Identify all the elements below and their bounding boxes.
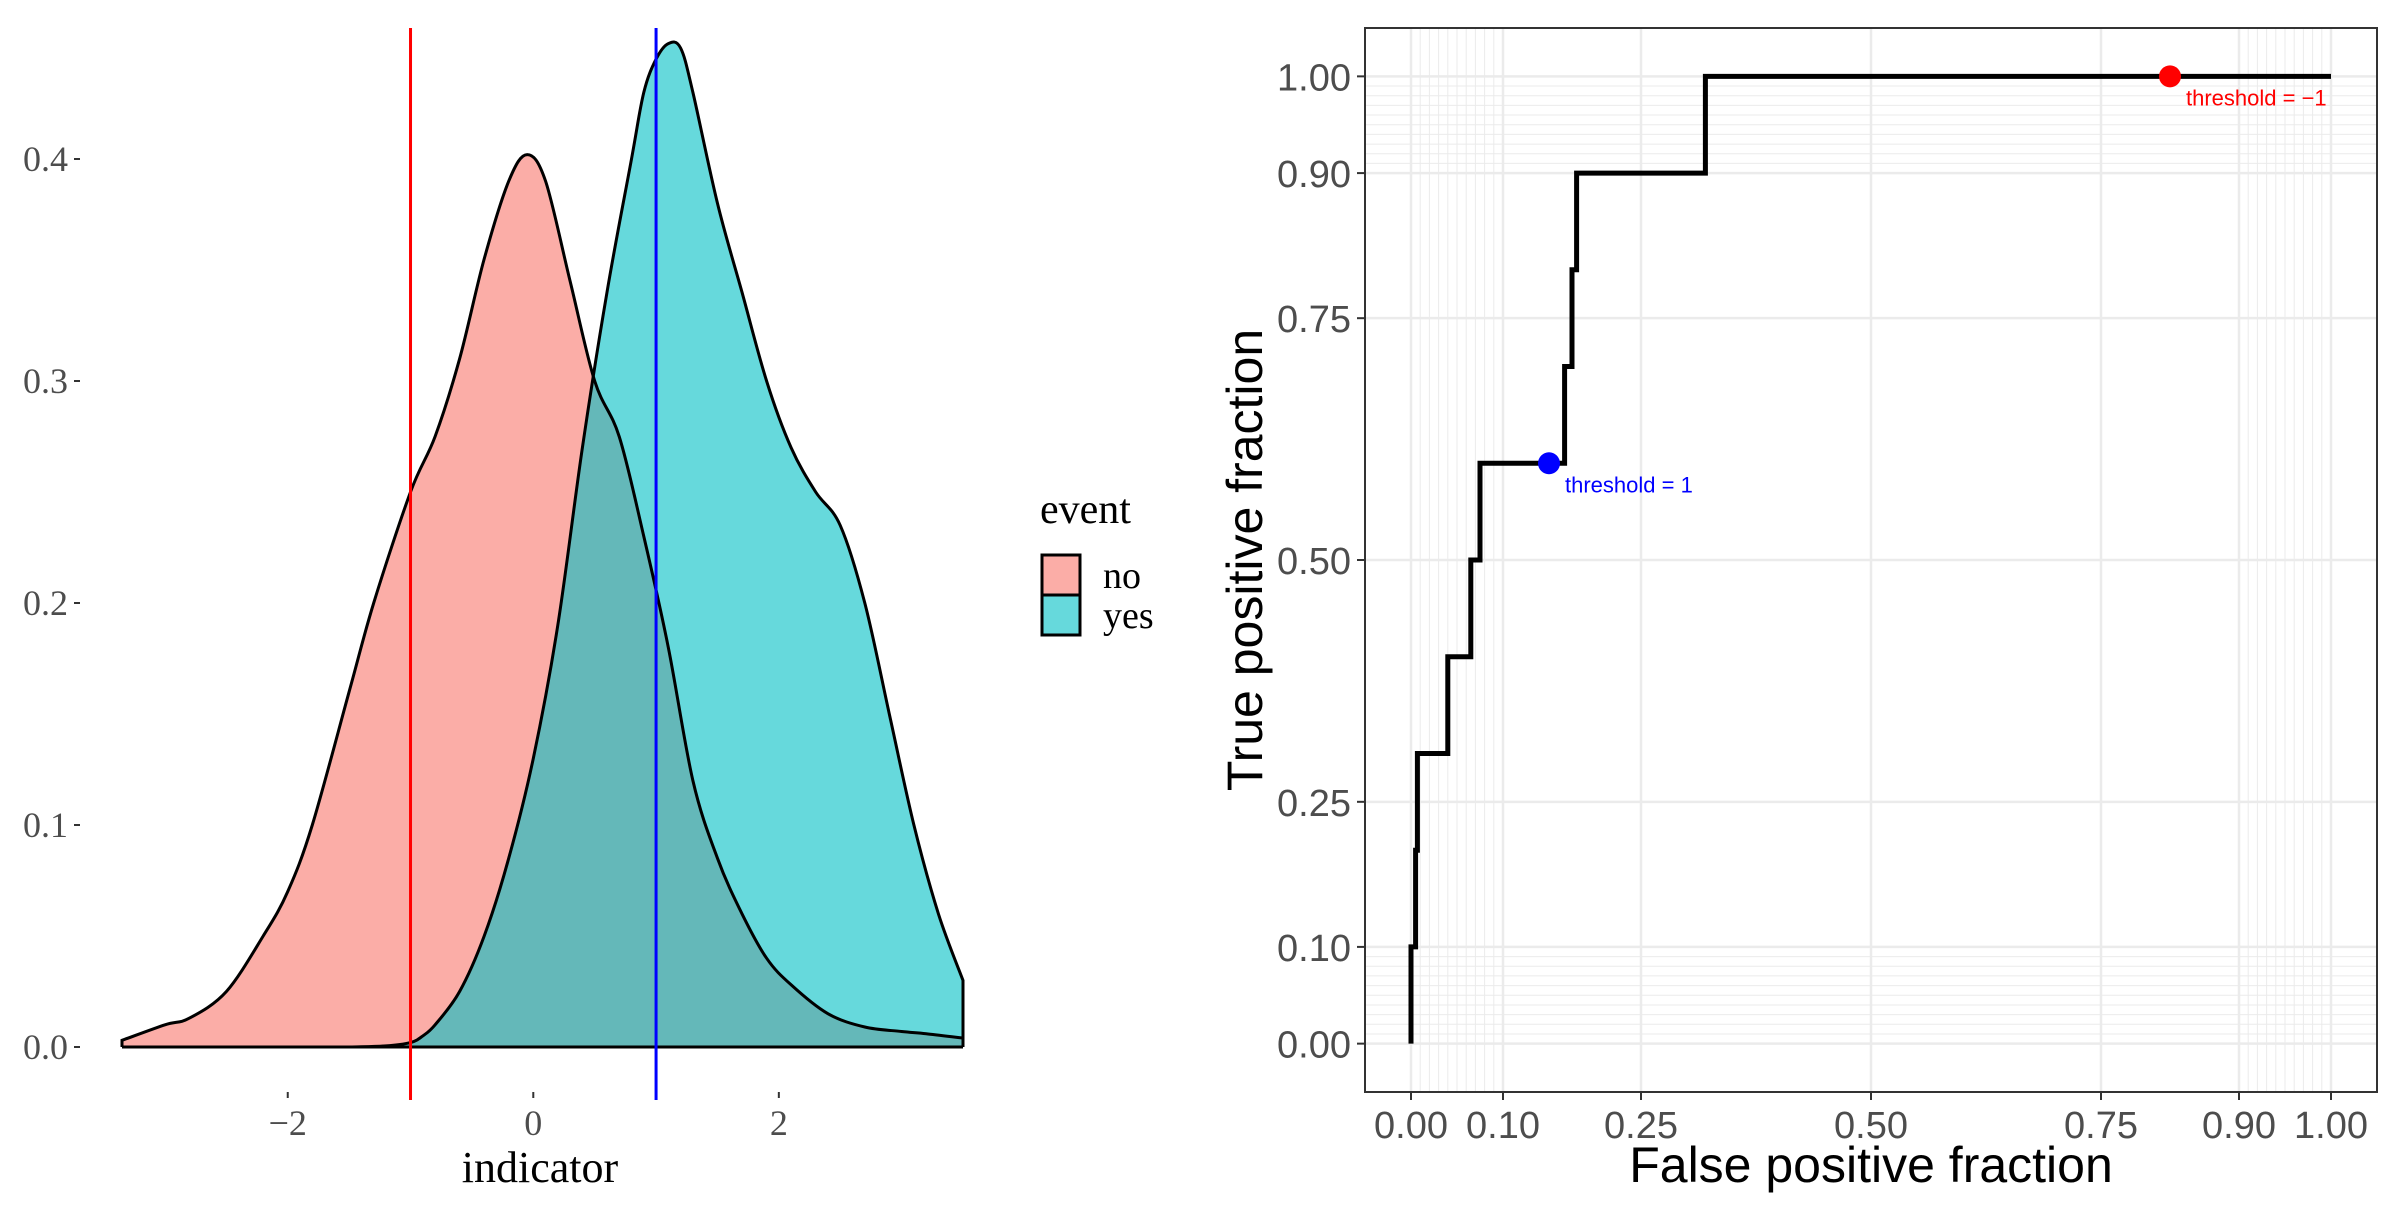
roc-y-tick-label: 0.25 — [1277, 783, 1351, 825]
roc-x-axis-label: False positive fraction — [1629, 1137, 2113, 1193]
roc-chart: 0.00 0.10 0.25 0.50 0.75 0.90 1.00 0.00 0.10 0.2… — [1217, 27, 2378, 1193]
roc-y-tick-label: 0.50 — [1277, 541, 1351, 583]
roc-curve — [1408, 73, 2331, 1044]
legend-swatch-no — [1040, 553, 1082, 597]
roc-x-axis: 0.00 0.10 0.25 0.50 0.75 0.90 1.00 — [1374, 1092, 2368, 1147]
density-y-tick-label: 0.1 — [23, 805, 68, 845]
density-x-axis-label: indicator — [462, 1143, 619, 1192]
threshold-point-red — [2159, 65, 2181, 88]
roc-x-tick-label: 1.00 — [2294, 1105, 2368, 1147]
density-outline-no — [120, 153, 965, 1047]
roc-x-tick-label: 0.75 — [2064, 1105, 2138, 1147]
density-chart: 0.0 0.1 0.2 0.3 0.4 −2 0 2 indicator — [23, 28, 965, 1192]
legend-swatch-yes — [1040, 593, 1082, 637]
density-y-tick-label: 0.2 — [23, 583, 68, 623]
density-outline-yes — [349, 40, 965, 1049]
roc-y-tick-label: 0.00 — [1277, 1025, 1351, 1067]
density-y-tick-label: 0.3 — [23, 361, 68, 401]
roc-x-tick-label: 0.00 — [1374, 1105, 1448, 1147]
legend-label-no: no — [1103, 555, 1141, 597]
threshold-point-blue — [1538, 452, 1560, 475]
roc-y-tick-label: 0.75 — [1277, 299, 1351, 341]
roc-y-axis: 0.00 0.10 0.25 0.50 0.75 0.90 1.00 — [1277, 57, 1365, 1067]
density-areas — [120, 40, 965, 1049]
roc-x-tick-label: 0.10 — [1466, 1105, 1540, 1147]
roc-x-tick-label: 0.50 — [1834, 1105, 1908, 1147]
roc-threshold-points: threshold = 1 threshold = −1 — [1538, 65, 2327, 497]
roc-y-tick-label: 1.00 — [1277, 57, 1351, 99]
density-threshold-lines — [409, 28, 658, 1100]
legend: event no yes — [1040, 487, 1154, 637]
density-x-tick-label: 2 — [770, 1103, 788, 1143]
roc-y-tick-label: 0.90 — [1277, 154, 1351, 196]
density-y-axis: 0.0 0.1 0.2 0.3 0.4 — [23, 139, 80, 1067]
threshold-label-red: threshold = −1 — [2186, 85, 2327, 110]
density-x-tick-label: 0 — [524, 1103, 542, 1143]
density-x-tick-label: −2 — [269, 1103, 307, 1143]
roc-x-tick-label: 0.90 — [2202, 1105, 2276, 1147]
roc-x-tick-label: 0.25 — [1604, 1105, 1678, 1147]
density-x-axis: −2 0 2 — [269, 1092, 788, 1143]
roc-y-tick-label: 0.10 — [1277, 928, 1351, 970]
legend-label-yes: yes — [1103, 595, 1154, 637]
roc-gridlines — [1365, 28, 2377, 1092]
density-y-tick-label: 0.4 — [23, 139, 68, 179]
legend-title: event — [1040, 487, 1131, 533]
roc-y-axis-label: True positive fraction — [1217, 329, 1273, 791]
threshold-label-blue: threshold = 1 — [1565, 472, 1693, 497]
density-area-no — [122, 154, 963, 1048]
density-y-tick-label: 0.0 — [23, 1027, 68, 1067]
